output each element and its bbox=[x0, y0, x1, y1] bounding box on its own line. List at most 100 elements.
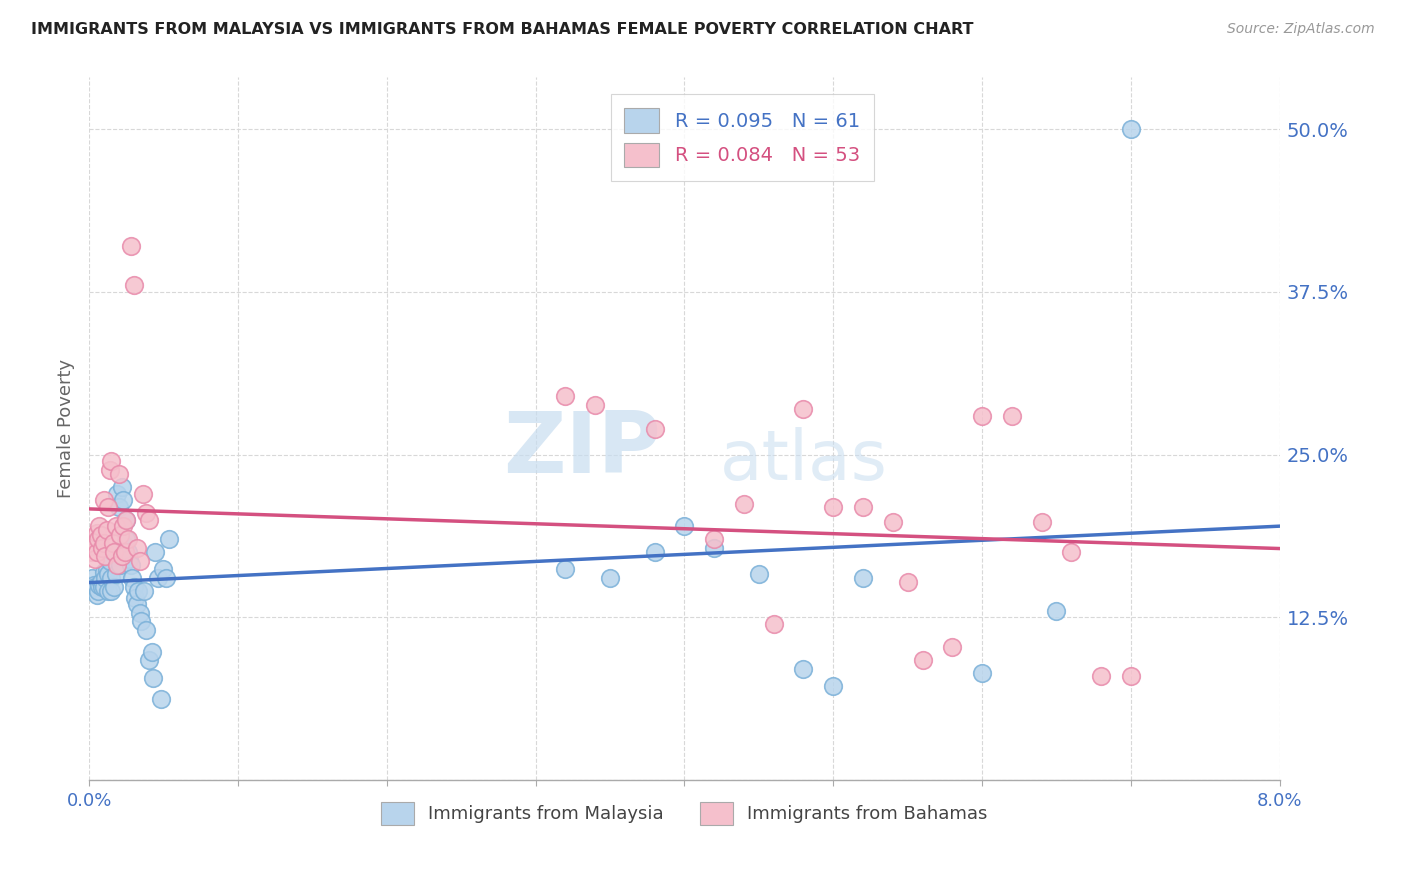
Point bbox=[125, 541, 148, 556]
Point bbox=[97, 567, 120, 582]
Point bbox=[733, 497, 755, 511]
Point bbox=[89, 577, 111, 591]
Point bbox=[101, 536, 124, 550]
Point bbox=[1031, 515, 1053, 529]
Point bbox=[103, 580, 125, 594]
Point bbox=[100, 571, 122, 585]
Point bbox=[87, 532, 110, 546]
Point bbox=[108, 500, 131, 514]
Point bbox=[91, 580, 114, 594]
Point bbox=[93, 565, 115, 579]
Point bbox=[118, 551, 141, 566]
Point bbox=[94, 571, 117, 585]
Point bbox=[80, 571, 103, 585]
Point bbox=[1090, 668, 1112, 682]
Point bbox=[91, 541, 114, 556]
Point bbox=[1119, 122, 1142, 136]
Point bbox=[108, 467, 131, 481]
Point bbox=[125, 597, 148, 611]
Point bbox=[128, 606, 150, 620]
Point bbox=[86, 588, 108, 602]
Point bbox=[970, 409, 993, 423]
Point bbox=[83, 577, 105, 591]
Point bbox=[105, 558, 128, 572]
Point bbox=[84, 551, 107, 566]
Point bbox=[897, 574, 920, 589]
Point bbox=[93, 580, 115, 594]
Point bbox=[115, 512, 138, 526]
Point bbox=[122, 580, 145, 594]
Point bbox=[80, 545, 103, 559]
Point bbox=[121, 571, 143, 585]
Point bbox=[98, 463, 121, 477]
Point bbox=[83, 539, 105, 553]
Text: Source: ZipAtlas.com: Source: ZipAtlas.com bbox=[1227, 22, 1375, 37]
Point bbox=[110, 558, 132, 572]
Point bbox=[152, 562, 174, 576]
Point bbox=[98, 554, 121, 568]
Point bbox=[114, 539, 136, 553]
Point bbox=[941, 640, 963, 654]
Point bbox=[673, 519, 696, 533]
Text: atlas: atlas bbox=[720, 426, 889, 493]
Point bbox=[644, 545, 666, 559]
Point bbox=[1045, 603, 1067, 617]
Point bbox=[911, 653, 934, 667]
Point bbox=[852, 571, 875, 585]
Point bbox=[135, 506, 157, 520]
Point bbox=[138, 653, 160, 667]
Point bbox=[117, 532, 139, 546]
Point bbox=[1119, 668, 1142, 682]
Point bbox=[159, 532, 181, 546]
Point bbox=[128, 554, 150, 568]
Point bbox=[583, 398, 606, 412]
Point bbox=[96, 562, 118, 576]
Point bbox=[792, 402, 814, 417]
Point bbox=[823, 679, 845, 693]
Point bbox=[703, 532, 725, 546]
Point bbox=[554, 389, 576, 403]
Point bbox=[122, 278, 145, 293]
Point bbox=[155, 571, 177, 585]
Point bbox=[100, 454, 122, 468]
Point bbox=[1060, 545, 1083, 559]
Point bbox=[93, 536, 115, 550]
Point bbox=[149, 692, 172, 706]
Point bbox=[135, 623, 157, 637]
Point bbox=[142, 671, 165, 685]
Point bbox=[138, 512, 160, 526]
Point bbox=[97, 500, 120, 514]
Point bbox=[115, 512, 138, 526]
Point bbox=[101, 545, 124, 559]
Point bbox=[111, 480, 134, 494]
Point bbox=[100, 584, 122, 599]
Point bbox=[89, 519, 111, 533]
Point bbox=[112, 519, 135, 533]
Point bbox=[94, 549, 117, 563]
Point bbox=[86, 545, 108, 559]
Point bbox=[124, 591, 146, 605]
Point bbox=[104, 519, 127, 533]
Point bbox=[86, 525, 108, 540]
Point bbox=[120, 558, 142, 572]
Point bbox=[103, 545, 125, 559]
Point bbox=[111, 549, 134, 563]
Point bbox=[131, 486, 153, 500]
Point bbox=[110, 528, 132, 542]
Text: ZIP: ZIP bbox=[503, 409, 661, 491]
Point bbox=[852, 500, 875, 514]
Text: IMMIGRANTS FROM MALAYSIA VS IMMIGRANTS FROM BAHAMAS FEMALE POVERTY CORRELATION C: IMMIGRANTS FROM MALAYSIA VS IMMIGRANTS F… bbox=[31, 22, 973, 37]
Point bbox=[87, 584, 110, 599]
Point bbox=[644, 421, 666, 435]
Point bbox=[117, 545, 139, 559]
Point bbox=[104, 567, 127, 582]
Y-axis label: Female Poverty: Female Poverty bbox=[58, 359, 75, 498]
Point bbox=[120, 239, 142, 253]
Point bbox=[882, 515, 904, 529]
Point bbox=[703, 541, 725, 556]
Point bbox=[93, 493, 115, 508]
Legend: Immigrants from Malaysia, Immigrants from Bahamas: Immigrants from Malaysia, Immigrants fro… bbox=[373, 792, 997, 834]
Point bbox=[129, 614, 152, 628]
Point bbox=[97, 584, 120, 599]
Point bbox=[748, 567, 770, 582]
